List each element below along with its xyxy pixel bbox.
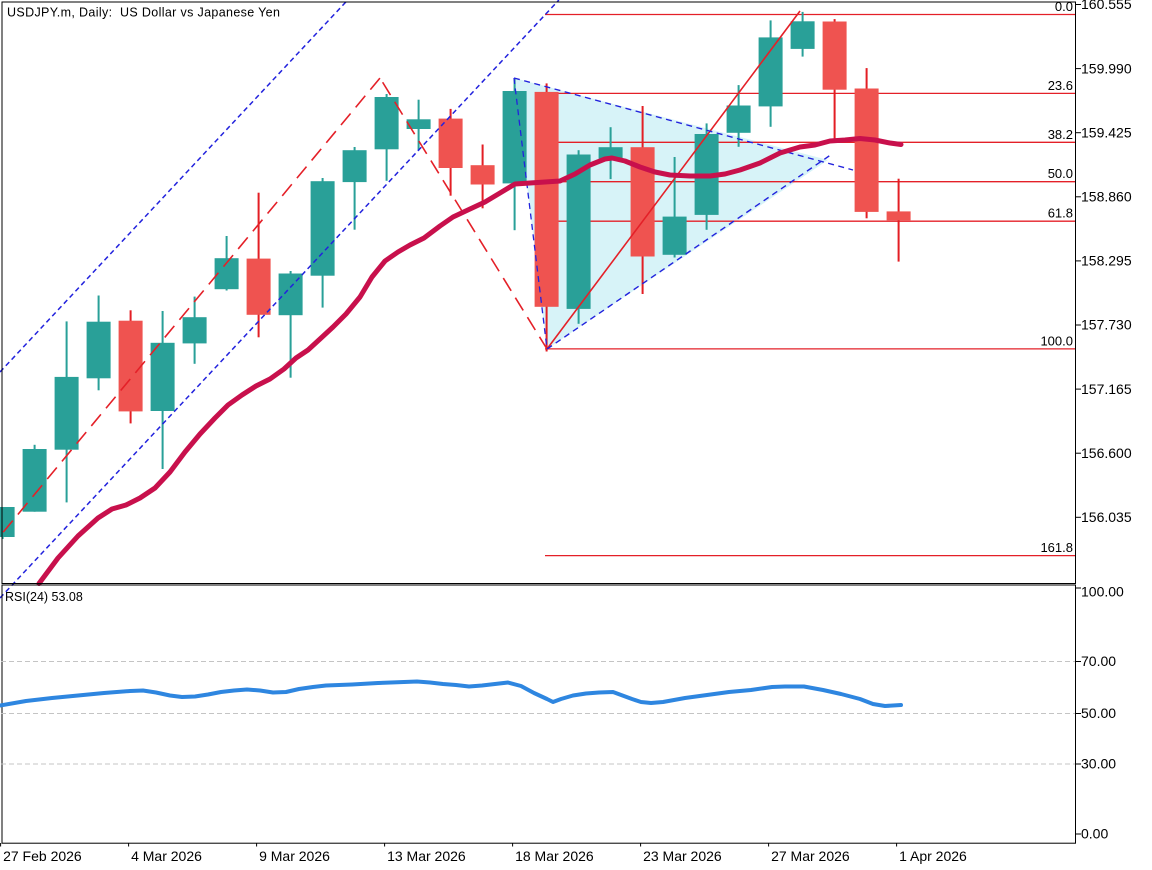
svg-text:50.00: 50.00 [1081,705,1116,721]
svg-text:157.165: 157.165 [1081,381,1132,397]
svg-text:61.8: 61.8 [1048,206,1073,221]
svg-text:100.00: 100.00 [1081,584,1124,600]
svg-text:9 Mar 2026: 9 Mar 2026 [259,848,330,864]
svg-text:27 Mar 2026: 27 Mar 2026 [771,848,850,864]
svg-text:0.00: 0.00 [1081,826,1108,842]
svg-text:157.730: 157.730 [1081,317,1132,333]
svg-text:18 Mar 2026: 18 Mar 2026 [515,848,594,864]
svg-text:156.600: 156.600 [1081,445,1132,461]
svg-text:158.295: 158.295 [1081,253,1132,269]
svg-text:70.00: 70.00 [1081,653,1116,669]
svg-text:50.0: 50.0 [1048,166,1073,181]
svg-text:156.035: 156.035 [1081,509,1132,525]
svg-text:RSI(24) 53.08: RSI(24) 53.08 [5,590,83,604]
svg-text:13 Mar 2026: 13 Mar 2026 [387,848,466,864]
svg-text:30.00: 30.00 [1081,756,1116,772]
svg-text:159.425: 159.425 [1081,124,1132,140]
svg-text:161.8: 161.8 [1040,540,1073,555]
svg-text:23 Mar 2026: 23 Mar 2026 [643,848,722,864]
svg-text:0.0: 0.0 [1055,0,1073,14]
svg-text:1 Apr 2026: 1 Apr 2026 [899,848,967,864]
svg-text:158.860: 158.860 [1081,189,1132,205]
svg-text:4 Mar 2026: 4 Mar 2026 [131,848,202,864]
svg-text:27 Feb 2026: 27 Feb 2026 [3,848,82,864]
svg-text:38.2: 38.2 [1048,127,1073,142]
svg-text:USDJPY.m, Daily: US Dollar vs: USDJPY.m, Daily: US Dollar vs Japanese Y… [7,6,280,20]
svg-text:160.555: 160.555 [1081,0,1132,12]
svg-text:23.6: 23.6 [1048,78,1073,93]
svg-text:100.0: 100.0 [1040,333,1073,348]
svg-text:159.990: 159.990 [1081,60,1132,76]
